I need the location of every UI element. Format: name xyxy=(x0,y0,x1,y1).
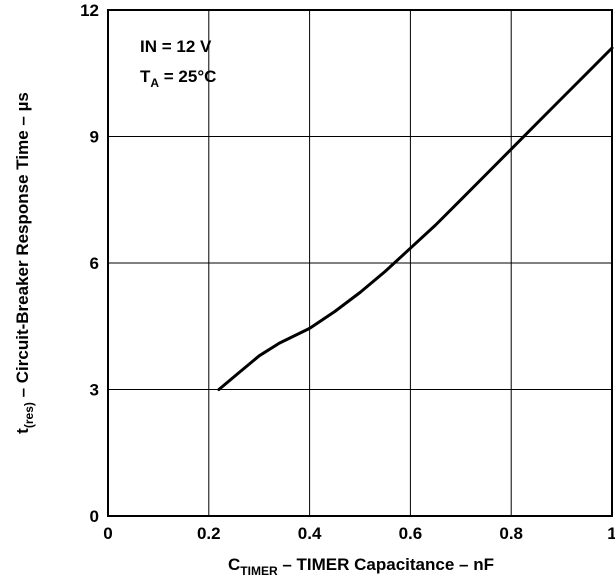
y-tick-label: 9 xyxy=(90,128,99,147)
x-axis-title-sub: TIMER xyxy=(240,564,278,578)
y-axis-title-sub: (res) xyxy=(22,402,36,428)
y-tick-label: 12 xyxy=(80,1,99,20)
annotation-line1: IN = 12 V xyxy=(140,37,212,56)
annotation-temp-value: = 25°C xyxy=(159,67,216,86)
plot-frame xyxy=(107,9,613,517)
x-axis-title: CTIMER – TIMER Capacitance – nF xyxy=(228,555,494,578)
y-tick-label: 3 xyxy=(90,381,99,400)
x-tick-labels: 0 0.2 0.4 0.6 0.8 1 xyxy=(103,524,615,543)
series-layer xyxy=(217,46,614,391)
annotation-temp-symbol: T xyxy=(140,67,151,86)
x-tick-label: 0.4 xyxy=(298,524,322,543)
annotation-line2: TA = 25°C xyxy=(140,67,216,90)
x-tick-label: 0.8 xyxy=(499,524,523,543)
x-axis-title-rest: – TIMER Capacitance – nF xyxy=(278,555,494,574)
annotation-temp-sub: A xyxy=(150,76,159,90)
series-line-0 xyxy=(217,46,614,391)
x-axis-title-main: C xyxy=(228,555,240,574)
x-tick-label: 0.2 xyxy=(197,524,221,543)
y-tick-label: 0 xyxy=(90,507,99,526)
x-tick-label: 0 xyxy=(103,524,112,543)
x-tick-label: 0.6 xyxy=(399,524,423,543)
y-tick-labels: 0 3 6 9 12 xyxy=(80,1,99,526)
y-axis-title-main: t xyxy=(13,428,32,434)
y-axis-title-rest: – Circuit-Breaker Response Time – µs xyxy=(13,92,32,402)
x-tick-label: 1 xyxy=(607,524,615,543)
y-axis-title: t(res) – Circuit-Breaker Response Time –… xyxy=(13,92,36,434)
y-tick-label: 6 xyxy=(90,254,99,273)
